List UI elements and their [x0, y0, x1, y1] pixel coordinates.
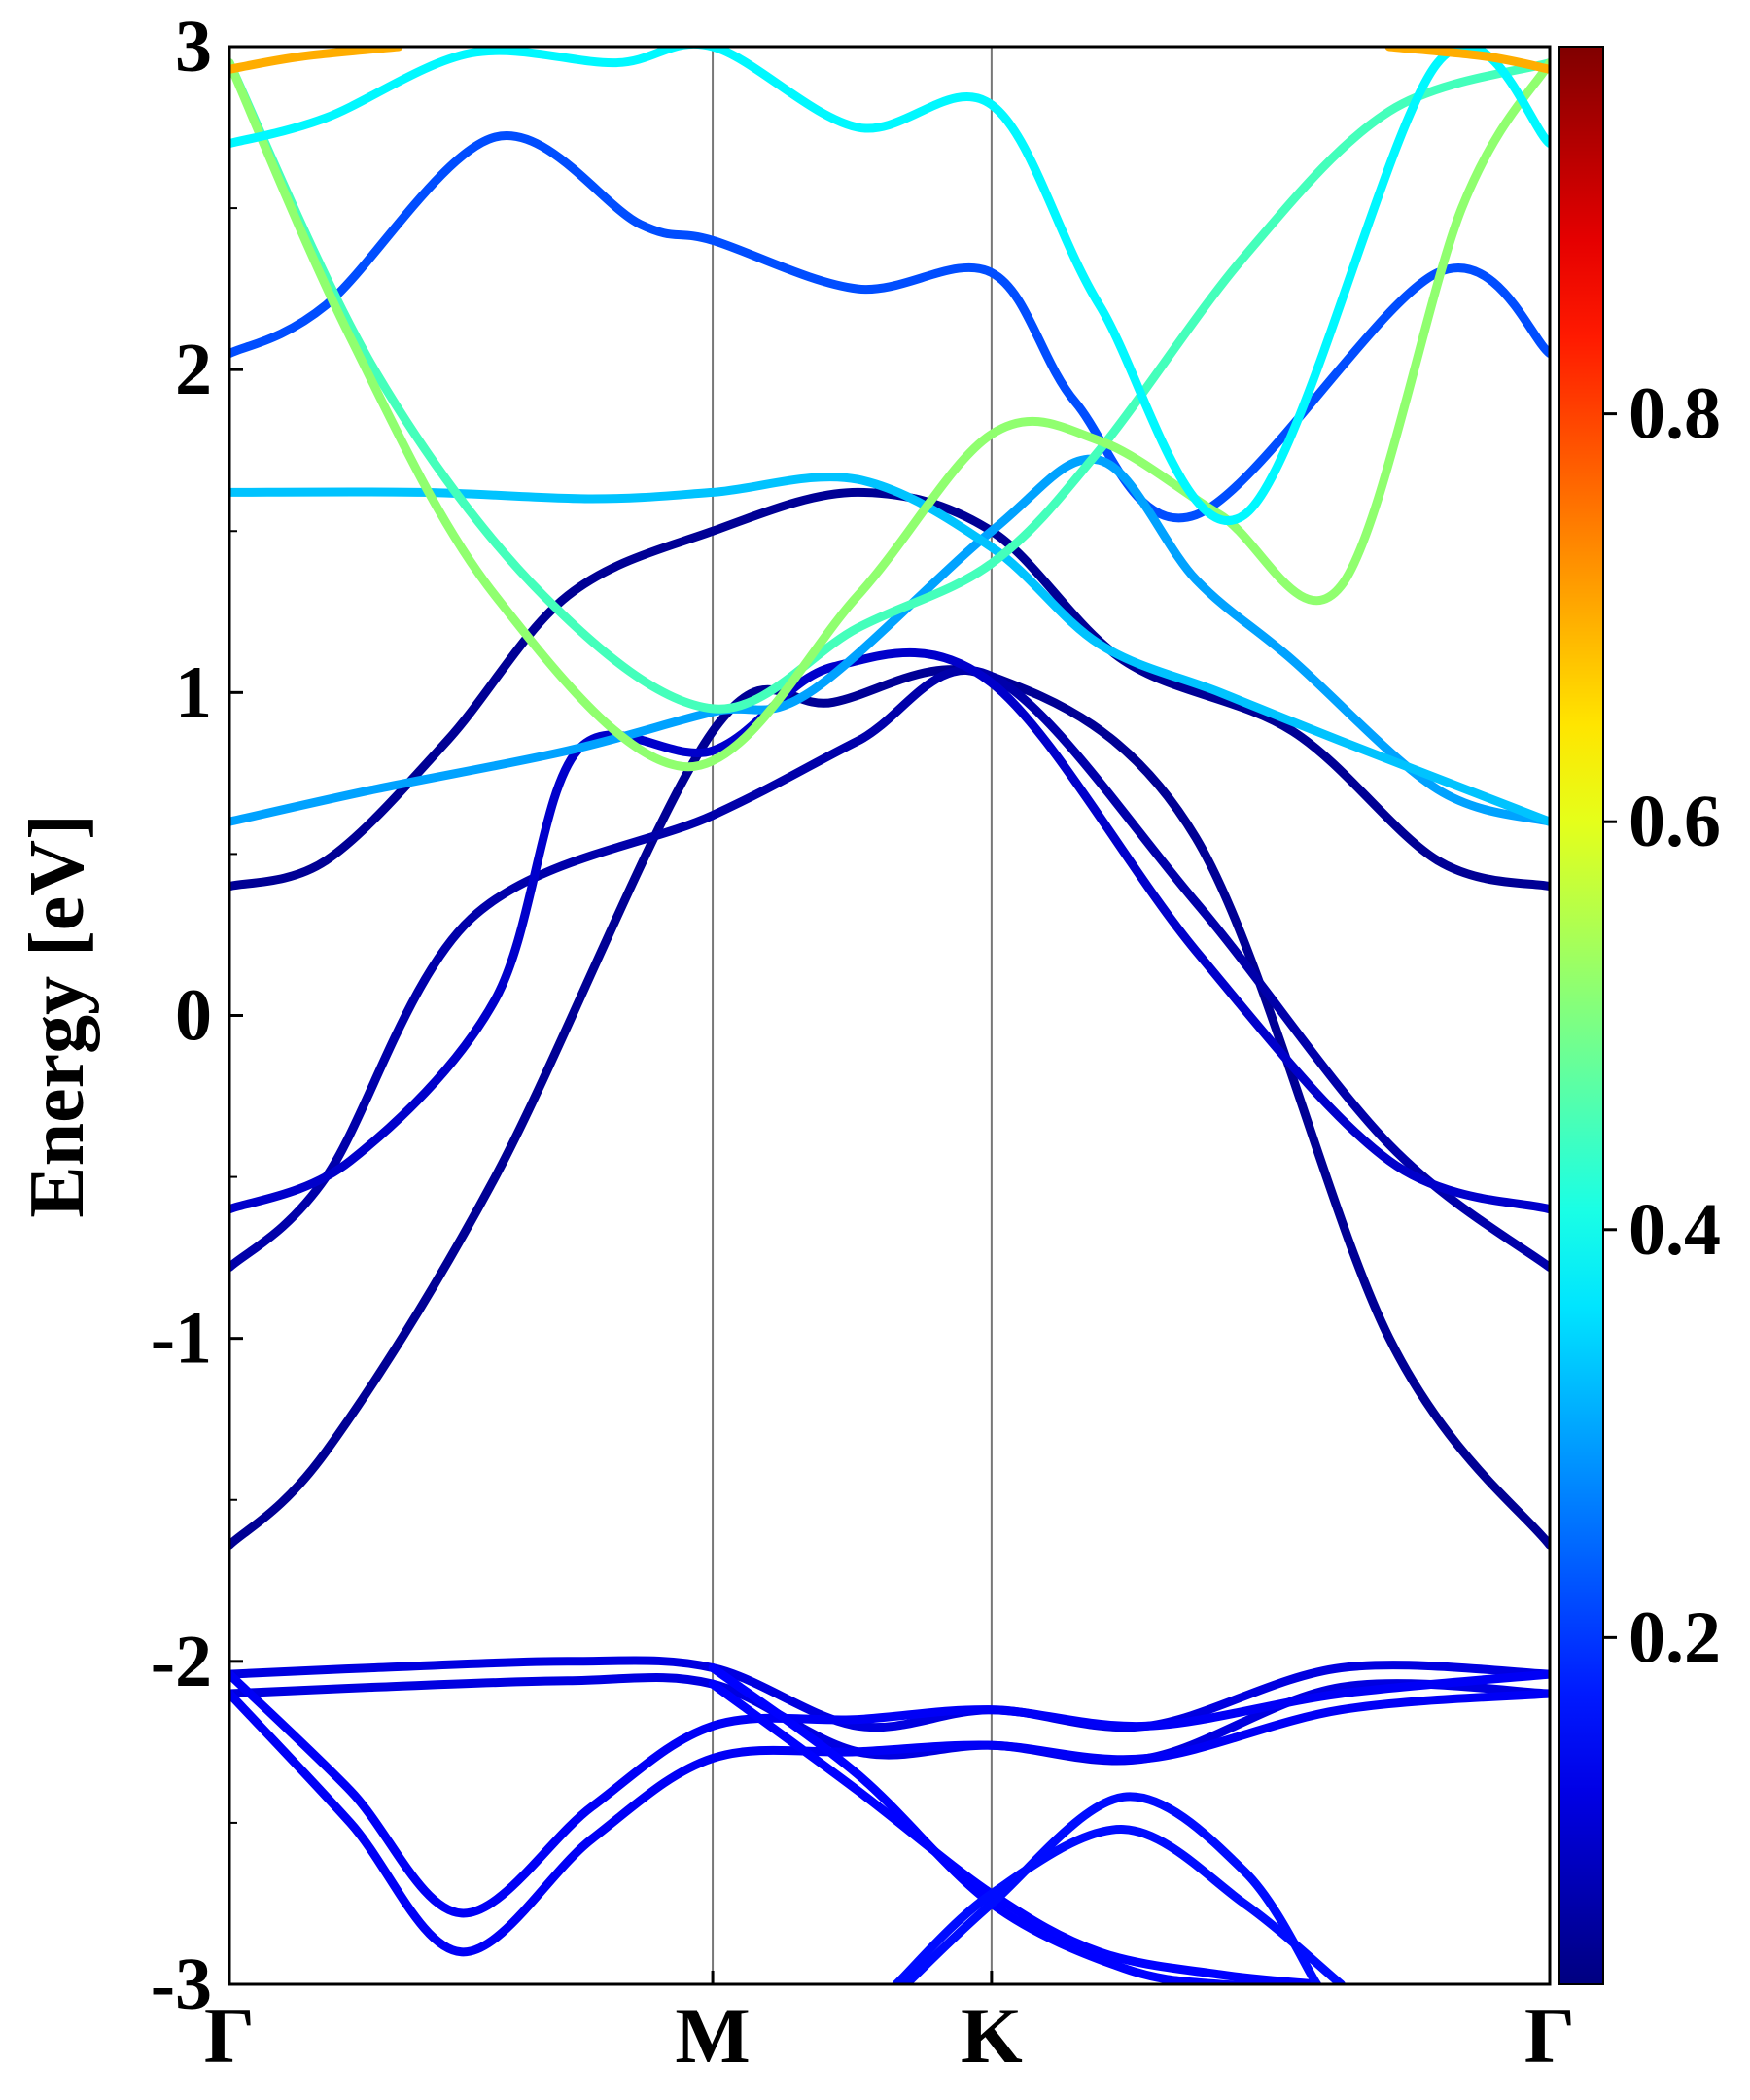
x-tick-label: Γ: [1524, 1991, 1575, 2080]
band-line: [229, 648, 1550, 1214]
band-line: [229, 665, 1550, 1550]
y-tick-label: -2: [151, 1621, 212, 1702]
colorbar: [1558, 46, 1604, 1985]
y-axis-title: Energy [eV]: [15, 814, 100, 1217]
band-line: [1384, 47, 1550, 74]
colorbar-tick-label: 0.2: [1628, 1596, 1721, 1678]
y-tick-label: -3: [151, 1943, 212, 2025]
colorbar-tick-label: 0.8: [1628, 373, 1721, 455]
y-tick-label: 2: [175, 329, 212, 410]
y-tick-label: 3: [175, 6, 212, 88]
y-tick-label: 0: [175, 975, 212, 1057]
band-line: [229, 1689, 1550, 1957]
bands-group: [229, 47, 1550, 1984]
band-line: [892, 1825, 1346, 1984]
x-tick-label: K: [961, 1991, 1023, 2080]
colorbar-tick-label: 0.6: [1628, 781, 1721, 862]
x-tick-label: M: [675, 1991, 750, 2080]
band-line: [229, 47, 1550, 525]
y-tick-label: -1: [151, 1298, 212, 1380]
band-line: [229, 665, 1550, 1273]
band-line: [901, 1792, 1321, 1984]
band-line: [229, 454, 1550, 826]
band-line: [708, 1679, 1321, 1984]
y-tick-label: 1: [175, 651, 212, 733]
x-tick-label: Γ: [204, 1991, 255, 2080]
colorbar-tick-label: 0.4: [1628, 1189, 1721, 1271]
band-line: [229, 487, 1550, 892]
band-line: [229, 472, 1550, 826]
high-symmetry-lines: [712, 47, 993, 1984]
y-axis-ticks: 3 2 1 0 -1 -2 -3: [151, 6, 243, 2025]
band-line: [229, 58, 1550, 714]
colorbar-ticks: 0.2 0.4 0.6 0.8: [1603, 373, 1721, 1678]
band-line: [708, 1663, 1321, 1984]
band-line: [229, 58, 1550, 772]
band-line: [229, 47, 403, 74]
band-line: [229, 1656, 1550, 1732]
band-line: [229, 131, 1550, 523]
